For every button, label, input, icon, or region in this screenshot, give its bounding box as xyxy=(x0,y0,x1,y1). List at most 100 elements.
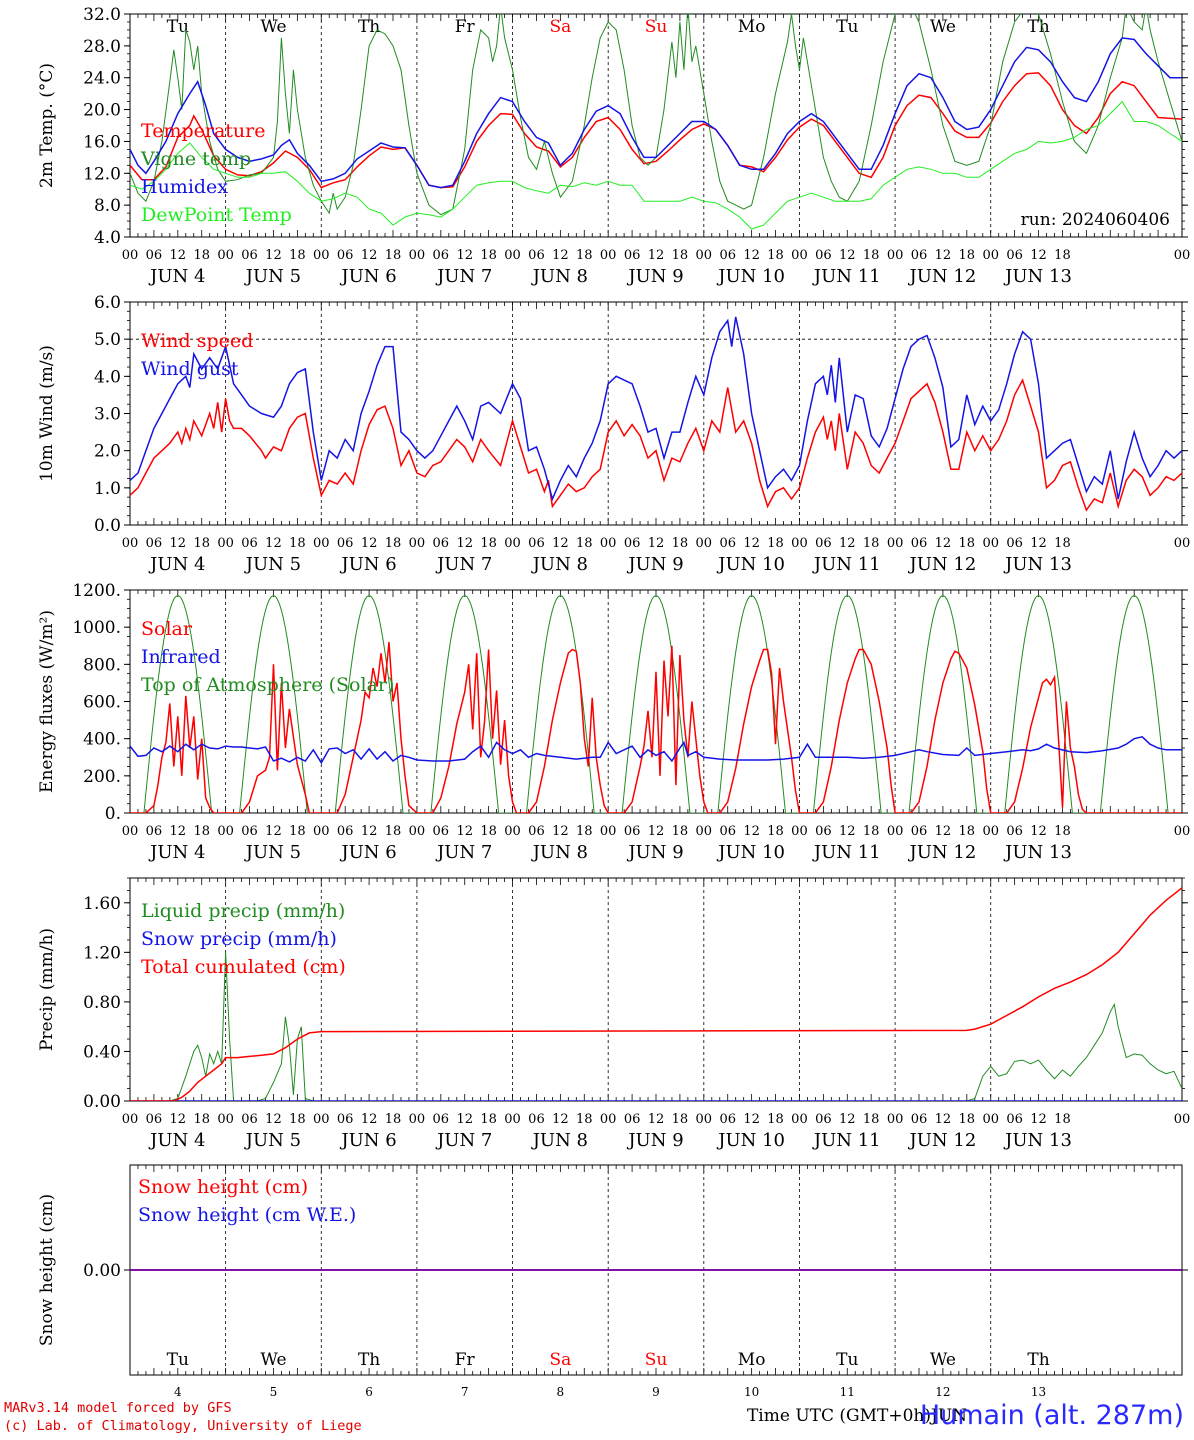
series-line-energy-0 xyxy=(130,641,1182,813)
date-label: JUN 10 xyxy=(716,842,785,863)
day-abbr: We xyxy=(930,1350,956,1370)
y-tick-label: 0.00 xyxy=(83,1092,121,1112)
y-tick-label: 32.0 xyxy=(83,5,121,25)
hour-label: 00 xyxy=(122,1112,139,1127)
date-number: 4 xyxy=(174,1385,182,1399)
hour-label: 18 xyxy=(863,248,880,263)
hour-label: 18 xyxy=(193,536,210,551)
y-tick-label: 4.0 xyxy=(94,367,121,387)
day-abbr: Tu xyxy=(836,17,858,37)
hour-label: 18 xyxy=(767,536,784,551)
hour-label: 00 xyxy=(887,1112,904,1127)
day-abbr: Sa xyxy=(549,1350,571,1370)
hour-label: 18 xyxy=(289,824,306,839)
day-abbr: Sa xyxy=(549,17,571,37)
hour-label: 00 xyxy=(791,824,808,839)
series-line-temp-3 xyxy=(130,100,1182,230)
hour-label: 12 xyxy=(552,248,569,263)
station-name: Humain (alt. 287m) xyxy=(919,1400,1184,1431)
hour-label: 00 xyxy=(409,824,426,839)
hour-label: 06 xyxy=(911,824,928,839)
hour-label: 18 xyxy=(672,248,689,263)
date-label: JUN 8 xyxy=(531,842,588,863)
day-abbr: Su xyxy=(645,1350,668,1370)
hour-label: 12 xyxy=(170,248,187,263)
hour-label: 06 xyxy=(719,248,736,263)
hour-label: 18 xyxy=(1054,248,1071,263)
date-label: JUN 7 xyxy=(435,842,492,863)
hour-label: 18 xyxy=(863,536,880,551)
y-tick-label: 0.00 xyxy=(83,1261,121,1281)
date-label: JUN 7 xyxy=(435,554,492,575)
hour-label: 00 xyxy=(600,824,617,839)
hour-label: 06 xyxy=(528,824,545,839)
hour-label: 06 xyxy=(911,1112,928,1127)
y-tick-label: 12.0 xyxy=(83,164,121,184)
hour-label: 06 xyxy=(433,248,450,263)
credit-lab: (c) Lab. of Climatology, University of L… xyxy=(4,1418,362,1434)
panel-energy: 0. 200. 400. 600. 800. 1000. 1200. Energy fluxe… xyxy=(37,581,1190,863)
hour-label: 00 xyxy=(696,824,713,839)
hour-label: 00 xyxy=(887,536,904,551)
hour-label: 00 xyxy=(982,536,999,551)
panel-temp: 4.0 8.0 12.0 16.0 20.0 24.0 28.0 32.0 2m Temp. (… xyxy=(37,5,1190,287)
hour-label: 18 xyxy=(1054,1112,1071,1127)
series-line-toa xyxy=(130,595,1180,813)
hour-label: 18 xyxy=(959,248,976,263)
hour-label: 12 xyxy=(648,536,665,551)
hour-label: 00 xyxy=(217,536,234,551)
date-label: JUN 6 xyxy=(339,842,396,863)
hour-label: 00 xyxy=(409,248,426,263)
hour-label: 18 xyxy=(385,824,402,839)
panel-precip: 0.00 0.40 0.80 1.20 1.60 Precip (mm/h) Liquid … xyxy=(37,877,1190,1151)
hour-label: 06 xyxy=(241,248,258,263)
y-tick-label: 2.0 xyxy=(94,442,121,462)
hour-label: 06 xyxy=(241,824,258,839)
hour-label: 06 xyxy=(433,536,450,551)
hour-label: 18 xyxy=(863,824,880,839)
hour-label: 18 xyxy=(193,248,210,263)
series-line-wind-0 xyxy=(130,378,1182,512)
hour-label: 00 xyxy=(217,824,234,839)
y-tick-label: 16.0 xyxy=(83,132,121,152)
date-label: JUN 11 xyxy=(812,266,881,287)
hour-label: 06 xyxy=(337,248,354,263)
date-label: JUN 4 xyxy=(148,266,205,287)
y-tick-label: 1.60 xyxy=(83,894,121,914)
hour-label: 12 xyxy=(648,824,665,839)
hour-label: 00 xyxy=(122,824,139,839)
hour-label: 18 xyxy=(480,1112,497,1127)
hour-label: 12 xyxy=(839,536,856,551)
hour-label: 18 xyxy=(767,248,784,263)
legend-entry: Snow height (cm) xyxy=(138,1176,308,1198)
y-tick-label: 20.0 xyxy=(83,101,121,121)
hour-label: 00 xyxy=(504,248,521,263)
date-label: JUN 11 xyxy=(812,554,881,575)
hour-label: 00 xyxy=(313,248,330,263)
hour-label: 18 xyxy=(959,824,976,839)
hour-label: 00 xyxy=(504,1112,521,1127)
hour-label: 06 xyxy=(719,1112,736,1127)
day-abbr: Fr xyxy=(455,1350,476,1370)
credits: MARv3.14 model forced by GFS (c) Lab. of… xyxy=(4,1399,362,1435)
hour-label: 00 xyxy=(600,536,617,551)
hour-label: 00 xyxy=(791,248,808,263)
date-label: JUN 9 xyxy=(626,842,683,863)
day-abbr: Mo xyxy=(738,1350,766,1370)
day-abbr: Th xyxy=(358,1350,380,1370)
y-tick-label: 800. xyxy=(83,655,121,675)
date-label: JUN 6 xyxy=(339,1130,396,1151)
hour-label: 18 xyxy=(959,536,976,551)
hour-label: 12 xyxy=(456,1112,473,1127)
hour-label: 18 xyxy=(672,824,689,839)
hour-label: 12 xyxy=(361,1112,378,1127)
hour-label: 18 xyxy=(385,1112,402,1127)
legend-entry: Liquid precip (mm/h) xyxy=(141,900,345,922)
hour-label: 18 xyxy=(767,824,784,839)
date-label: JUN 9 xyxy=(626,1130,683,1151)
hour-label: 18 xyxy=(576,248,593,263)
hour-label: 18 xyxy=(289,248,306,263)
y-tick-label: 0.40 xyxy=(83,1042,121,1062)
hour-label: 00 xyxy=(696,1112,713,1127)
